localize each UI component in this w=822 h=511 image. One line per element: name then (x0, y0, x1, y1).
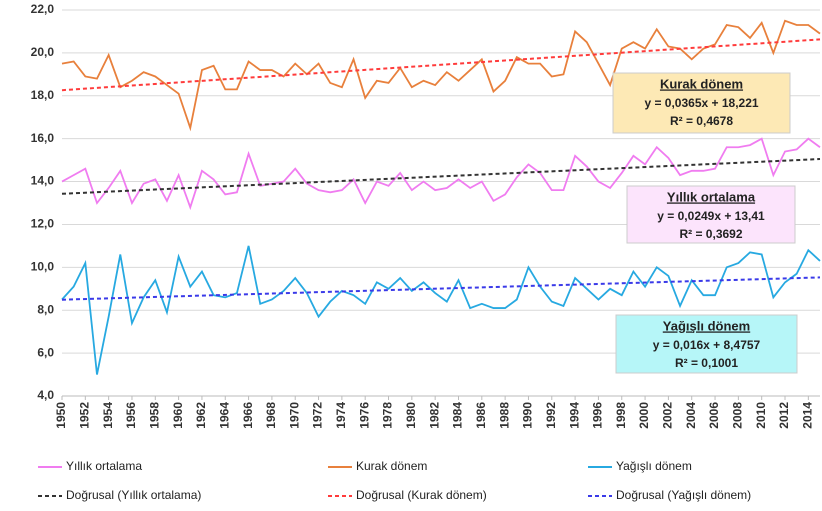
x-tick-label: 1996 (591, 402, 605, 429)
trend-line (61, 38, 821, 92)
x-tick-label: 1966 (241, 402, 255, 429)
x-tick-label: 1988 (497, 402, 511, 429)
annotation-box (615, 314, 798, 374)
x-tick-label: 2008 (731, 402, 745, 429)
legend-label: Doğrusal (Kurak dönem) (356, 488, 487, 502)
x-tick-label: 1982 (427, 402, 441, 429)
legend-label: Kurak dönem (356, 459, 427, 473)
x-tick-label: 1992 (544, 402, 558, 429)
y-tick-label: 16,0 (31, 131, 55, 145)
annotation-equation: y = 0,016x + 8,4757 (653, 338, 761, 352)
y-tick-label: 18,0 (31, 88, 55, 102)
annotation-equation: y = 0,0249x + 13,41 (657, 209, 765, 223)
x-tick-label: 2014 (801, 402, 815, 429)
annotation-title: Yağışlı dönem (663, 318, 750, 333)
x-tick-label: 2004 (684, 402, 698, 429)
y-tick-label: 20,0 (31, 45, 55, 59)
data-line (61, 137, 821, 211)
x-tick-label: 2000 (637, 402, 651, 429)
legend-label: Yıllık ortalama (66, 459, 142, 473)
x-tick-label: 1952 (77, 402, 91, 429)
annotation-r2: R² = 0,3692 (679, 227, 742, 241)
y-tick-label: 6,0 (37, 345, 54, 359)
x-tick-label: 1964 (217, 402, 231, 429)
x-tick-label: 1956 (124, 402, 138, 429)
x-tick-label: 1994 (567, 402, 581, 429)
y-tick-label: 10,0 (31, 260, 55, 274)
x-tick-label: 1970 (287, 402, 301, 429)
data-line (61, 245, 821, 375)
annotation-title: Yıllık ortalama (667, 189, 756, 204)
x-tick-label: 1986 (474, 402, 488, 429)
annotation-r2: R² = 0,4678 (670, 114, 733, 128)
x-tick-label: 1978 (381, 402, 395, 429)
annotation-r2: R² = 0,1001 (675, 356, 738, 370)
x-tick-label: 1974 (334, 402, 348, 429)
y-tick-label: 8,0 (37, 302, 54, 316)
x-tick-label: 1950 (54, 402, 68, 429)
x-tick-label: 1958 (147, 402, 161, 429)
y-tick-label: 22,0 (31, 2, 55, 16)
legend-label: Yağışlı dönem (616, 459, 692, 473)
x-tick-label: 1990 (521, 402, 535, 429)
x-tick-label: 1980 (404, 402, 418, 429)
annotation-box (626, 185, 796, 244)
x-tick-label: 1954 (101, 402, 115, 429)
legend-label: Doğrusal (Yağışlı dönem) (616, 488, 751, 502)
x-tick-label: 1984 (451, 402, 465, 429)
annotation-equation: y = 0,0365x + 18,221 (644, 96, 758, 110)
x-tick-label: 1968 (264, 402, 278, 429)
annotation-title: Kurak dönem (660, 76, 743, 91)
x-tick-label: 2002 (661, 402, 675, 429)
x-tick-label: 1960 (171, 402, 185, 429)
data-line (61, 19, 821, 132)
y-tick-label: 14,0 (31, 174, 55, 188)
annotation-box (612, 72, 791, 134)
y-tick-label: 4,0 (37, 388, 54, 402)
x-tick-label: 2006 (707, 402, 721, 429)
x-tick-label: 2010 (754, 402, 768, 429)
x-tick-label: 1976 (357, 402, 371, 429)
trend-line (61, 158, 821, 195)
x-tick-label: 2012 (777, 402, 791, 429)
x-tick-label: 1972 (311, 402, 325, 429)
legend-label: Doğrusal (Yıllık ortalama) (66, 488, 201, 502)
x-tick-label: 1962 (194, 402, 208, 429)
x-tick-label: 1998 (614, 402, 628, 429)
y-tick-label: 12,0 (31, 217, 55, 231)
trend-line (61, 276, 821, 301)
